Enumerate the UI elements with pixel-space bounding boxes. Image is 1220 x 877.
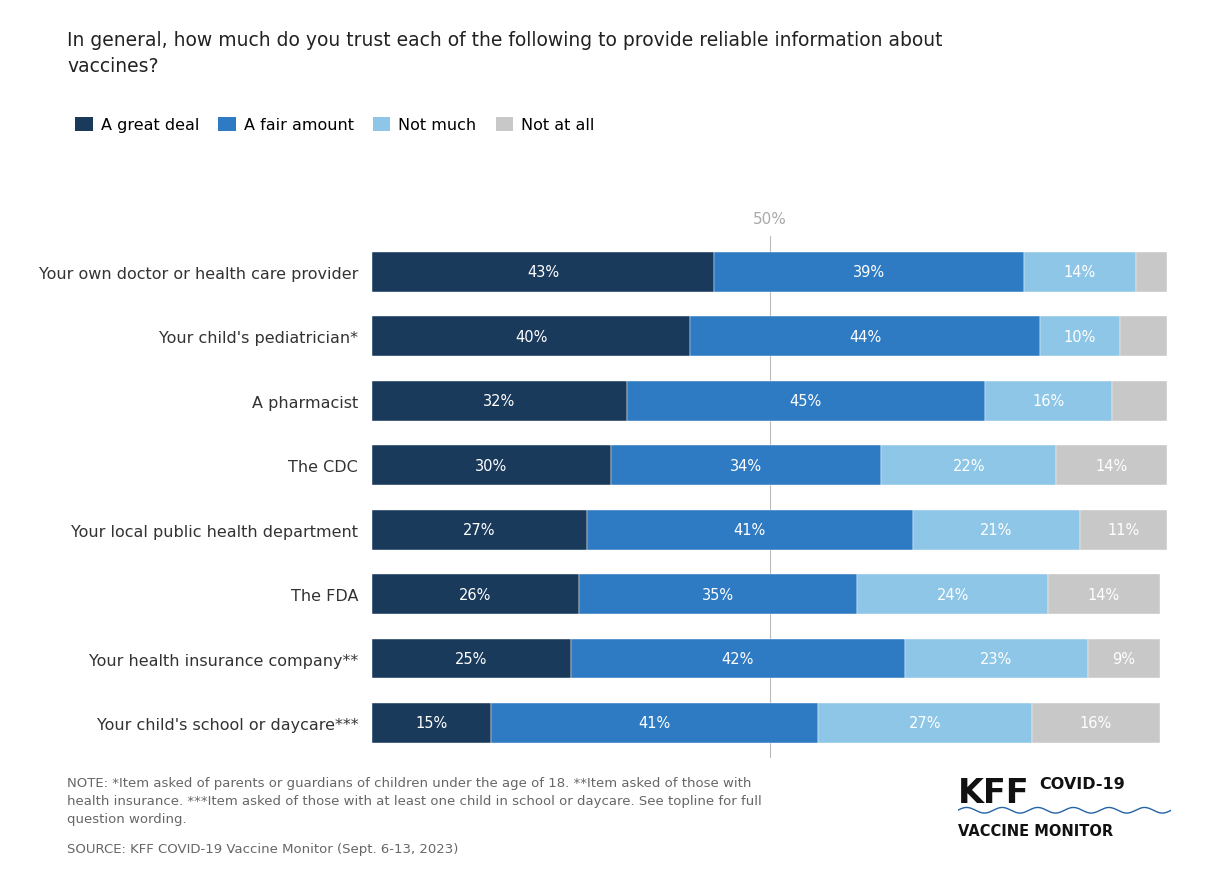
- Bar: [372, 381, 627, 421]
- Text: 34%: 34%: [730, 458, 762, 473]
- Bar: [1088, 638, 1159, 679]
- Text: KFF: KFF: [958, 776, 1030, 809]
- Bar: [627, 381, 985, 421]
- Text: 22%: 22%: [953, 458, 985, 473]
- Bar: [985, 381, 1111, 421]
- Text: NOTE: *Item asked of parents or guardians of children under the age of 18. **Ite: NOTE: *Item asked of parents or guardian…: [67, 776, 761, 825]
- Bar: [372, 574, 580, 614]
- Bar: [1057, 446, 1168, 486]
- Text: 45%: 45%: [789, 394, 822, 409]
- Text: 44%: 44%: [849, 329, 881, 344]
- Text: 14%: 14%: [1064, 265, 1096, 280]
- Text: 43%: 43%: [527, 265, 559, 280]
- Bar: [1025, 253, 1136, 292]
- Legend: A great deal, A fair amount, Not much, Not at all: A great deal, A fair amount, Not much, N…: [76, 118, 594, 133]
- Bar: [611, 446, 881, 486]
- Text: 14%: 14%: [1088, 587, 1120, 602]
- Text: 26%: 26%: [459, 587, 492, 602]
- Text: COVID-19: COVID-19: [1039, 776, 1125, 791]
- Text: 39%: 39%: [853, 265, 886, 280]
- Text: 16%: 16%: [1032, 394, 1064, 409]
- Text: 23%: 23%: [981, 652, 1013, 667]
- Text: 30%: 30%: [476, 458, 508, 473]
- Text: 16%: 16%: [1080, 716, 1113, 731]
- Bar: [1080, 510, 1168, 550]
- Text: 25%: 25%: [455, 652, 488, 667]
- Bar: [858, 574, 1048, 614]
- Bar: [587, 510, 913, 550]
- Text: 14%: 14%: [1096, 458, 1128, 473]
- Bar: [571, 638, 905, 679]
- Bar: [1041, 317, 1120, 357]
- Bar: [1048, 574, 1159, 614]
- Text: 21%: 21%: [981, 523, 1013, 538]
- Bar: [372, 510, 587, 550]
- Bar: [714, 253, 1025, 292]
- Bar: [691, 317, 1041, 357]
- Bar: [1136, 253, 1168, 292]
- Text: 50%: 50%: [753, 212, 787, 227]
- Text: In general, how much do you trust each of the following to provide reliable info: In general, how much do you trust each o…: [67, 31, 943, 50]
- Bar: [372, 446, 611, 486]
- Text: 27%: 27%: [909, 716, 941, 731]
- Bar: [1032, 703, 1159, 743]
- Text: 41%: 41%: [638, 716, 671, 731]
- Text: 9%: 9%: [1113, 652, 1136, 667]
- Bar: [881, 446, 1057, 486]
- Bar: [905, 638, 1088, 679]
- Text: VACCINE MONITOR: VACCINE MONITOR: [958, 823, 1113, 838]
- Bar: [372, 317, 691, 357]
- Bar: [372, 703, 492, 743]
- Text: vaccines?: vaccines?: [67, 57, 159, 76]
- Bar: [372, 253, 714, 292]
- Text: 35%: 35%: [702, 587, 734, 602]
- Bar: [1120, 317, 1168, 357]
- Text: 42%: 42%: [722, 652, 754, 667]
- Text: 32%: 32%: [483, 394, 516, 409]
- Bar: [492, 703, 817, 743]
- Text: 15%: 15%: [416, 716, 448, 731]
- Text: 27%: 27%: [464, 523, 495, 538]
- Text: 10%: 10%: [1064, 329, 1097, 344]
- Bar: [1111, 381, 1168, 421]
- Text: 24%: 24%: [937, 587, 969, 602]
- Text: 40%: 40%: [515, 329, 548, 344]
- Text: 41%: 41%: [733, 523, 766, 538]
- Text: 11%: 11%: [1108, 523, 1139, 538]
- Text: SOURCE: KFF COVID-19 Vaccine Monitor (Sept. 6-13, 2023): SOURCE: KFF COVID-19 Vaccine Monitor (Se…: [67, 842, 459, 855]
- Bar: [580, 574, 858, 614]
- Bar: [372, 638, 571, 679]
- Bar: [913, 510, 1080, 550]
- Bar: [817, 703, 1032, 743]
